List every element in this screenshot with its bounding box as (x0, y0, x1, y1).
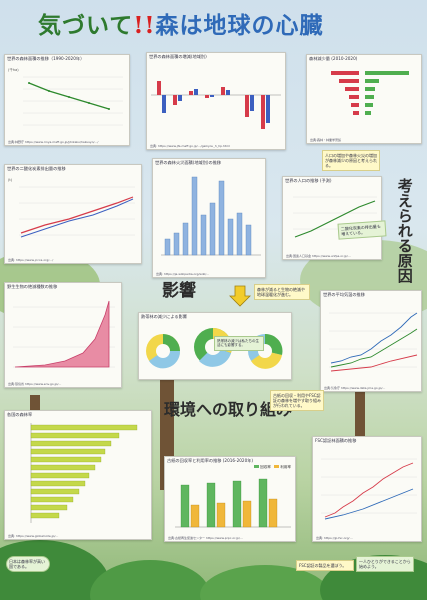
paper-legend: 回収率 利用率 (253, 465, 291, 470)
temperature-chart (329, 312, 418, 372)
card-title: 世界の森林面積の推移（1990-2020年） (7, 56, 85, 61)
forest-area-chart: (千ha) (8, 67, 123, 126)
co2-line (20, 196, 134, 234)
section-action: 環境への取り組み (164, 400, 293, 419)
card-title: 古紙の回収率と利用率の推移 (2016-2020年) (167, 458, 254, 463)
legend-a: 回収率 (260, 465, 271, 469)
section-reasons: 考えられる原因 (395, 178, 414, 283)
card-source: 出典:気象庁 https://www.data.jma.go.jp/… (324, 386, 386, 390)
temperature-line-3 (330, 354, 418, 372)
fsc-line-2 (324, 488, 414, 520)
hbar-chart (30, 423, 138, 523)
card-title: 熱帯林の減少による影響 (141, 314, 187, 319)
card-source: 出典:古紙再生促進センター https://www.prpc.or.jp/… (168, 536, 243, 540)
legend-b: 利用率 (280, 465, 291, 469)
hbar-card: 各国の森林率 出典: https://www.globalnote.jp/… (4, 410, 152, 540)
fsc-note: FSC認証の製品を選ぼう。 (296, 560, 354, 571)
tree-canopy (90, 560, 210, 600)
card-source: 出典:国連人口基金 https://www.unfpa.or.jp/… (286, 254, 351, 258)
chart-unit: (千ha) (8, 67, 19, 72)
temperature-line-1 (330, 312, 418, 364)
paper-card: 古紙の回収率と利用率の推移 (2016-2020年) 回収率 利用率 出典:古紙… (164, 456, 296, 542)
co2-chart: (t) (8, 178, 135, 238)
population-card: 世界の人口の推移 (予測) 出典:国連人口基金 https://www.unfp… (282, 176, 382, 260)
reason-note: 人口の増加や森林火災の増加が森林減少の原因と考えられる。 (322, 150, 380, 171)
co2-line-2 (20, 198, 134, 238)
fires-bars (164, 176, 252, 256)
card-source: 出典: https://ja.wikipedia.org/wiki/… (156, 272, 210, 276)
card-source: 出典:環境省 https://www.env.go.jp/… (8, 382, 62, 386)
impact-note: 森林が減ると生物の絶滅や地球温暖化が進む。 (254, 284, 310, 300)
co2-card: 世界の二酸化炭素排出量の推移 (t) 出典: https://www.jccca… (4, 164, 142, 264)
card-title: 世界の平均気温の推移 (323, 292, 365, 297)
card-title: 各国の森林率 (7, 412, 33, 417)
card-source: 出典: https://jp.fsc.org/… (316, 536, 353, 540)
fsc-line (324, 462, 414, 518)
title-part1: 気づいて (38, 12, 134, 39)
card-source: 出典:林野庁 https://www.rinya.maff.go.jp/j/ki… (8, 140, 99, 144)
bottom-note: 一人ひとりができることから始めよう。 (356, 556, 414, 572)
forest-change-card: 世界の森林面積の増減(地域別) 出典: https://www.jfa.maff… (146, 52, 286, 150)
temperature-card: 世界の平均気温の推移 出典:気象庁 https://www.data.jma.g… (320, 290, 422, 392)
card-source: 出典: https://www.jccca.org/…/ (8, 258, 54, 262)
hbar-note: 日本は森林率が高い国である。 (6, 556, 50, 572)
forest-change-bars (157, 81, 270, 129)
card-title: 野生生物の絶滅種数の推移 (7, 284, 58, 289)
fires-card: 世界の森林火災面積(地域別)の推移 出典: https://ja.wikiped… (152, 158, 266, 278)
card-title: 世界の森林面積の増減(地域別) (149, 54, 207, 59)
reason-note-2: 二酸化炭素の排出量も増えている。 (337, 220, 387, 240)
ranking-card: 森林減少量 (2010-2020) 出典:森林・林業学習館 (306, 54, 422, 144)
poster-title: 気づいて!!森は地球の心臓 (38, 6, 324, 40)
ranking-bars-gain (365, 71, 409, 115)
card-title: 森林減少量 (2010-2020) (309, 56, 358, 61)
fsc-chart (321, 458, 417, 520)
fires-chart (161, 176, 261, 256)
ranking-chart (331, 71, 409, 115)
hbar-bars (30, 424, 138, 519)
title-part3: 森は地球の心臓 (155, 12, 324, 39)
extinct-chart (13, 300, 115, 368)
card-source: 出典:森林・林業学習館 (310, 138, 342, 142)
extinct-card: 野生生物の絶滅種数の推移 出典:環境省 https://www.env.go.j… (4, 282, 122, 388)
card-title: 世界の二酸化炭素排出量の推移 (7, 166, 66, 171)
title-part2: !! (133, 12, 156, 39)
fsc-card: FSC認証林面積の推移 出典: https://jp.fsc.org/… (312, 436, 422, 542)
paper-chart (175, 478, 291, 528)
population-line (294, 200, 376, 238)
paper-bars-a (180, 478, 268, 528)
temperature-line-2 (330, 328, 418, 368)
paper-bars-b (190, 498, 278, 528)
card-title: FSC認証林面積の推移 (315, 438, 357, 443)
card-source: 出典: https://www.globalnote.jp/… (8, 534, 59, 538)
ranking-bars-loss (331, 71, 359, 115)
tree-trunk (355, 390, 365, 460)
arrow-down-icon (229, 285, 251, 307)
card-source: 出典: https://www.jfa.maff.go.jp/…/gaikyou… (150, 144, 230, 148)
pie-note: 熱帯林の減少は私たちの生活にも影響する。 (214, 336, 264, 351)
forest-change-chart (151, 81, 281, 129)
section-impact: 影響 (162, 281, 196, 301)
chart-unit: (t) (8, 178, 13, 182)
card-title: 世界の人口の推移 (予測) (285, 178, 332, 183)
pie-1 (146, 334, 181, 369)
action-note: 古紙の回収・利用やFSC認証の森林を増やす取り組みが行われている。 (270, 390, 324, 411)
extinct-area (14, 300, 110, 368)
card-title: 世界の森林火災面積(地域別)の推移 (155, 160, 222, 165)
forest-area-card: 世界の森林面積の推移（1990-2020年） (千ha) 出典:林野庁 http… (4, 54, 130, 146)
